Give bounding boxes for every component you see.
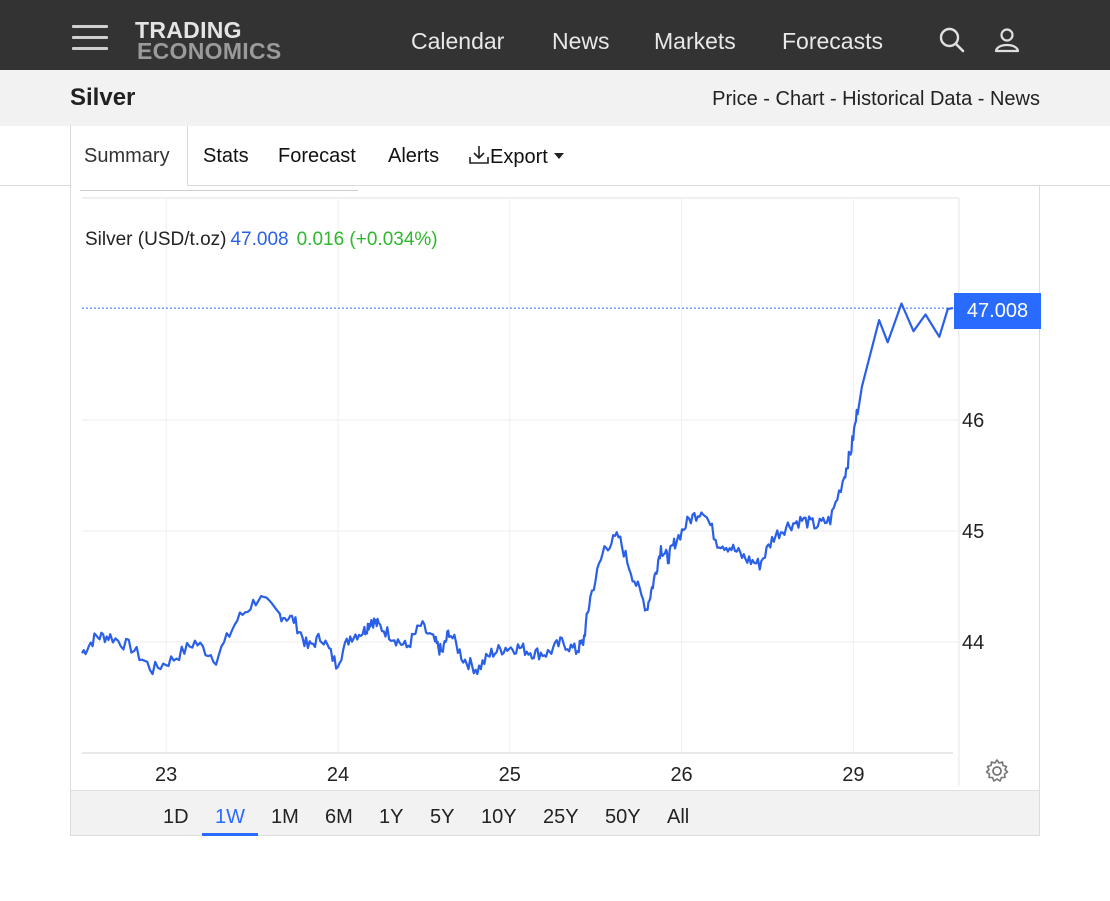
range-active-indicator bbox=[202, 833, 258, 836]
range-1m[interactable]: 1M bbox=[271, 806, 299, 828]
tab-alerts[interactable]: Alerts bbox=[388, 145, 440, 167]
brand-line-1: TRADING bbox=[135, 17, 242, 43]
x-tick-label: 29 bbox=[842, 764, 864, 786]
nav-calendar[interactable]: Calendar bbox=[411, 28, 505, 54]
range-1w[interactable]: 1W bbox=[215, 806, 245, 828]
top-navbar: TRADING ECONOMICS Calendar News Markets … bbox=[0, 0, 1110, 70]
legend-symbol: Silver (USD/t.oz) bbox=[85, 229, 227, 250]
legend-last: 47.008 bbox=[230, 229, 289, 250]
tab-left-border bbox=[70, 125, 71, 186]
tab-stats[interactable]: Stats bbox=[203, 145, 249, 167]
chart-series-line bbox=[81, 302, 954, 676]
nav-forecasts[interactable]: Forecasts bbox=[782, 28, 883, 54]
x-tick-label: 23 bbox=[155, 764, 177, 786]
title-bar bbox=[0, 70, 1110, 126]
range-10y[interactable]: 10Y bbox=[481, 806, 517, 828]
x-tick-label: 26 bbox=[670, 764, 692, 786]
chart-legend: Silver (USD/t.oz) 47.008 0.016 (+0.034%) bbox=[85, 229, 438, 251]
y-tick-label: 44 bbox=[962, 632, 984, 654]
chart-tick-labels: 23 24 25 26 29 44 45 46 bbox=[155, 410, 984, 786]
tab-export-label: Export bbox=[490, 146, 548, 168]
nav-news[interactable]: News bbox=[552, 28, 610, 54]
gear-icon[interactable] bbox=[983, 757, 1011, 785]
nav-markets[interactable]: Markets bbox=[654, 28, 736, 54]
search-icon[interactable] bbox=[938, 26, 966, 54]
brand-logo[interactable]: TRADING ECONOMICS bbox=[135, 18, 305, 64]
price-chart[interactable]: 23 24 25 26 29 44 45 46 bbox=[0, 186, 1110, 786]
chart-panel bbox=[70, 186, 1040, 836]
tab-summary[interactable]: Summary bbox=[84, 145, 170, 167]
tab-underline bbox=[80, 190, 358, 191]
range-50y[interactable]: 50Y bbox=[605, 806, 641, 828]
range-25y[interactable]: 25Y bbox=[543, 806, 579, 828]
x-tick-label: 24 bbox=[327, 764, 349, 786]
range-5y[interactable]: 5Y bbox=[430, 806, 455, 828]
tab-export[interactable]: Export bbox=[468, 145, 565, 169]
brand-line-2: ECONOMICS bbox=[137, 38, 282, 64]
last-price-tag: 47.008 bbox=[954, 293, 1041, 329]
hamburger-icon[interactable] bbox=[72, 25, 108, 51]
download-icon bbox=[469, 146, 489, 164]
caret-down-icon bbox=[554, 153, 565, 159]
user-icon[interactable] bbox=[993, 26, 1021, 54]
tab-divider bbox=[0, 185, 1110, 186]
page-title: Silver bbox=[70, 84, 136, 111]
range-all[interactable]: All bbox=[667, 806, 690, 828]
range-1d[interactable]: 1D bbox=[163, 806, 189, 828]
range-1y[interactable]: 1Y bbox=[379, 806, 404, 828]
range-selector bbox=[71, 790, 1039, 835]
legend-change: 0.016 (+0.034%) bbox=[296, 229, 438, 250]
y-tick-label: 46 bbox=[962, 410, 984, 432]
y-tick-label: 45 bbox=[962, 521, 984, 543]
range-6m[interactable]: 6M bbox=[325, 806, 353, 828]
chart-grid bbox=[82, 197, 960, 786]
x-tick-label: 25 bbox=[499, 764, 521, 786]
tab-summary-box[interactable] bbox=[70, 126, 188, 186]
tab-forecast[interactable]: Forecast bbox=[278, 145, 356, 167]
breadcrumb[interactable]: Price - Chart - Historical Data - News bbox=[712, 88, 1040, 110]
